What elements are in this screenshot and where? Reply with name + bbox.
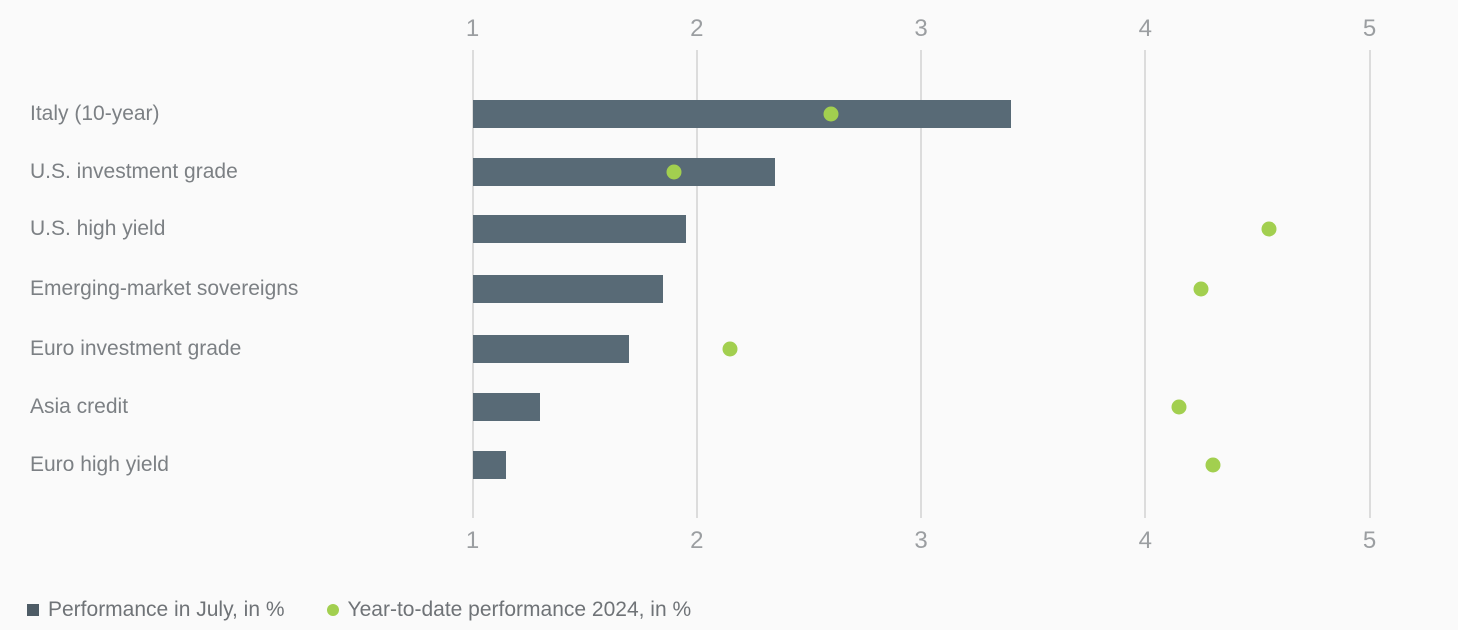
x-gridline [1368,50,1371,518]
x-tick-label-bottom: 5 [1362,527,1377,554]
x-gridline [1144,50,1147,518]
ytd-performance-dot [1205,457,1221,473]
category-label: Asia credit [30,395,129,418]
x-tick-label-bottom: 4 [1138,527,1152,554]
ytd-performance-dot [823,106,839,122]
legend: Performance in July, in % Year-to-date p… [27,598,691,622]
july-performance-bar [472,275,664,303]
ytd-performance-dot [722,341,738,357]
category-label: Emerging-market sovereigns [30,277,299,300]
july-performance-bar [472,451,507,479]
legend-dot-marker-icon [326,604,339,616]
x-tick-label-top: 1 [465,15,480,42]
category-label: Euro investment grade [30,337,242,360]
legend-item-july: Performance in July, in % [27,598,285,622]
legend-bar-marker-icon [27,604,39,616]
ytd-performance-dot [1171,399,1187,415]
x-tick-label-bottom: 2 [690,527,704,554]
x-tick-label-top: 4 [1138,15,1152,42]
x-tick-label-bottom: 3 [914,527,928,554]
july-performance-bar [472,100,1011,128]
category-label: U.S. high yield [30,217,166,240]
july-performance-bar [472,393,540,421]
july-performance-bar [472,215,686,243]
x-gridline [920,50,922,518]
x-gridline [695,50,698,518]
july-performance-bar [472,335,630,363]
x-tick-label-top: 3 [914,15,928,42]
july-performance-bar [472,158,776,186]
x-tick-label-bottom: 1 [465,527,480,554]
legend-label-ytd: Year-to-date performance 2024, in % [347,598,692,621]
category-label: Euro high yield [30,453,169,476]
ytd-performance-dot [1261,221,1277,237]
ytd-performance-dot [1193,281,1209,297]
legend-label-july: Performance in July, in % [48,598,285,621]
category-label: Italy (10-year) [30,102,160,125]
ytd-performance-dot [666,164,682,180]
x-tick-label-top: 5 [1362,15,1377,42]
category-label: U.S. investment grade [30,160,238,183]
x-tick-label-top: 2 [690,15,704,42]
legend-item-ytd: Year-to-date performance 2024, in % [326,598,692,622]
